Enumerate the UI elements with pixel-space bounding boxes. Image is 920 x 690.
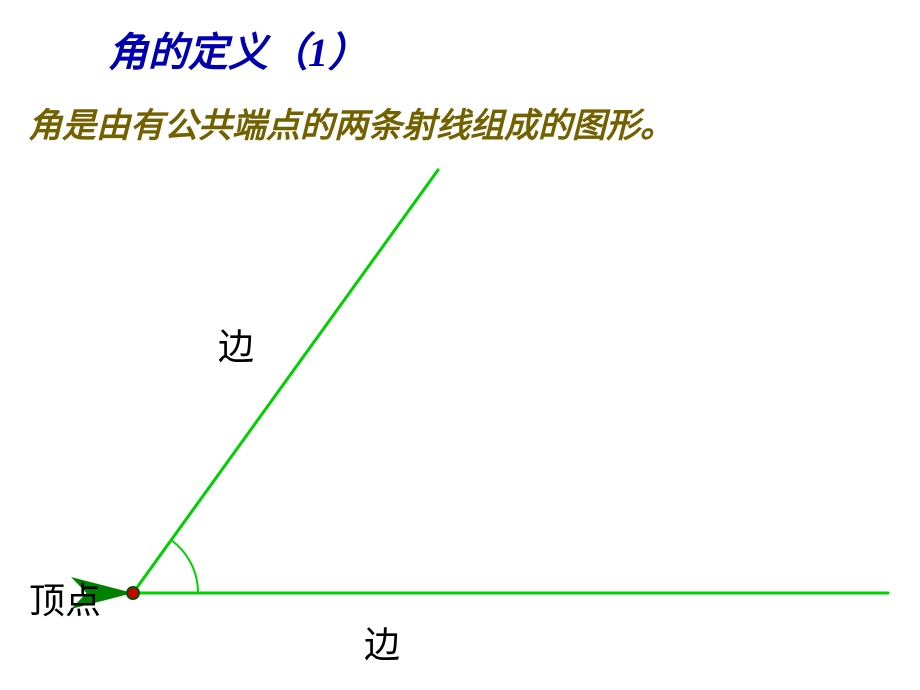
slide-title: 角的定义（1） xyxy=(108,20,368,78)
title-text-a: 角的定义 xyxy=(108,30,268,75)
label-vertex: 顶点 xyxy=(29,572,101,624)
label-side-upper: 边 xyxy=(218,318,254,370)
slide-subtitle: 角是由有公共端点的两条射线组成的图形。 xyxy=(28,98,674,147)
slide-canvas: 角的定义（1） 角是由有公共端点的两条射线组成的图形。 边 边 顶点 xyxy=(0,0,920,690)
label-side-lower: 边 xyxy=(364,616,400,668)
title-text-b: （1） xyxy=(268,30,368,75)
